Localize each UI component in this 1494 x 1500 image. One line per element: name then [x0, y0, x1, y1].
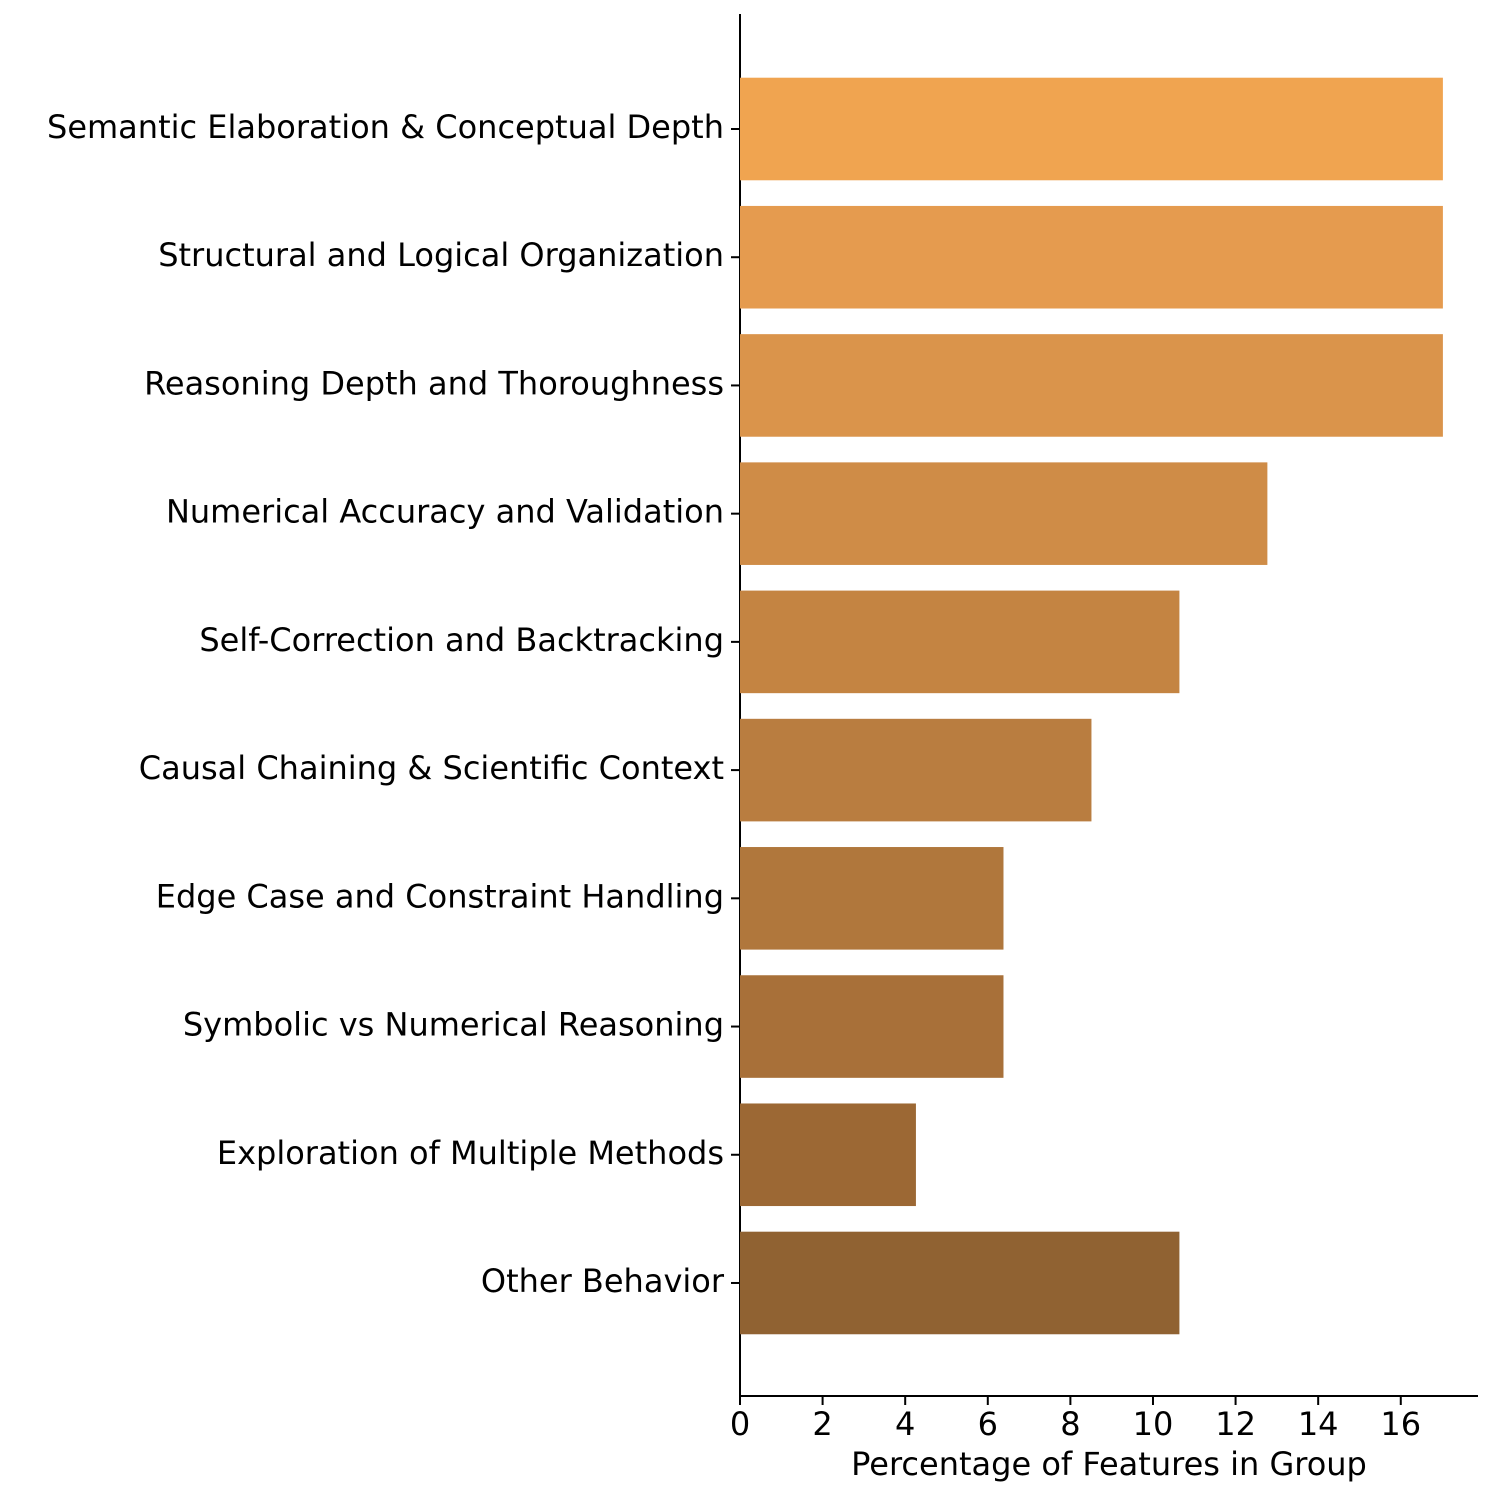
bar	[740, 1103, 916, 1207]
bar	[740, 975, 1004, 1078]
bar	[740, 334, 1443, 437]
bar	[740, 718, 1092, 822]
y-tick-label: Structural and Logical Organization	[158, 236, 724, 274]
x-tick-label: 6	[978, 1405, 998, 1443]
y-tick-label: Semantic Elaboration & Conceptual Depth	[47, 108, 724, 146]
bar	[740, 77, 1443, 181]
y-tick-label: Reasoning Depth and Thoroughness	[144, 364, 724, 402]
y-tick-label: Edge Case and Constraint Handling	[156, 877, 724, 915]
x-tick-label: 14	[1298, 1405, 1339, 1443]
x-tick-label: 12	[1215, 1405, 1256, 1443]
y-tick-label: Causal Chaining & Scientific Context	[139, 749, 724, 787]
bar	[740, 590, 1180, 694]
bar	[740, 462, 1268, 565]
y-tick-label: Symbolic vs Numerical Reasoning	[183, 1006, 724, 1044]
y-tick-label: Self-Correction and Backtracking	[199, 621, 724, 659]
bar	[740, 1231, 1180, 1335]
x-tick-label: 8	[1060, 1405, 1080, 1443]
bar	[740, 205, 1443, 309]
x-tick-label: 4	[895, 1405, 915, 1443]
x-tick-label: 0	[730, 1405, 750, 1443]
y-tick-label: Other Behavior	[481, 1262, 725, 1300]
y-tick-label: Numerical Accuracy and Validation	[166, 493, 724, 531]
x-tick-label: 16	[1380, 1405, 1421, 1443]
y-tick-label: Exploration of Multiple Methods	[217, 1134, 724, 1172]
bar	[740, 847, 1004, 950]
x-tick-label: 2	[812, 1405, 832, 1443]
x-tick-label: 10	[1133, 1405, 1174, 1443]
x-axis-label: Percentage of Features in Group	[851, 1445, 1367, 1483]
